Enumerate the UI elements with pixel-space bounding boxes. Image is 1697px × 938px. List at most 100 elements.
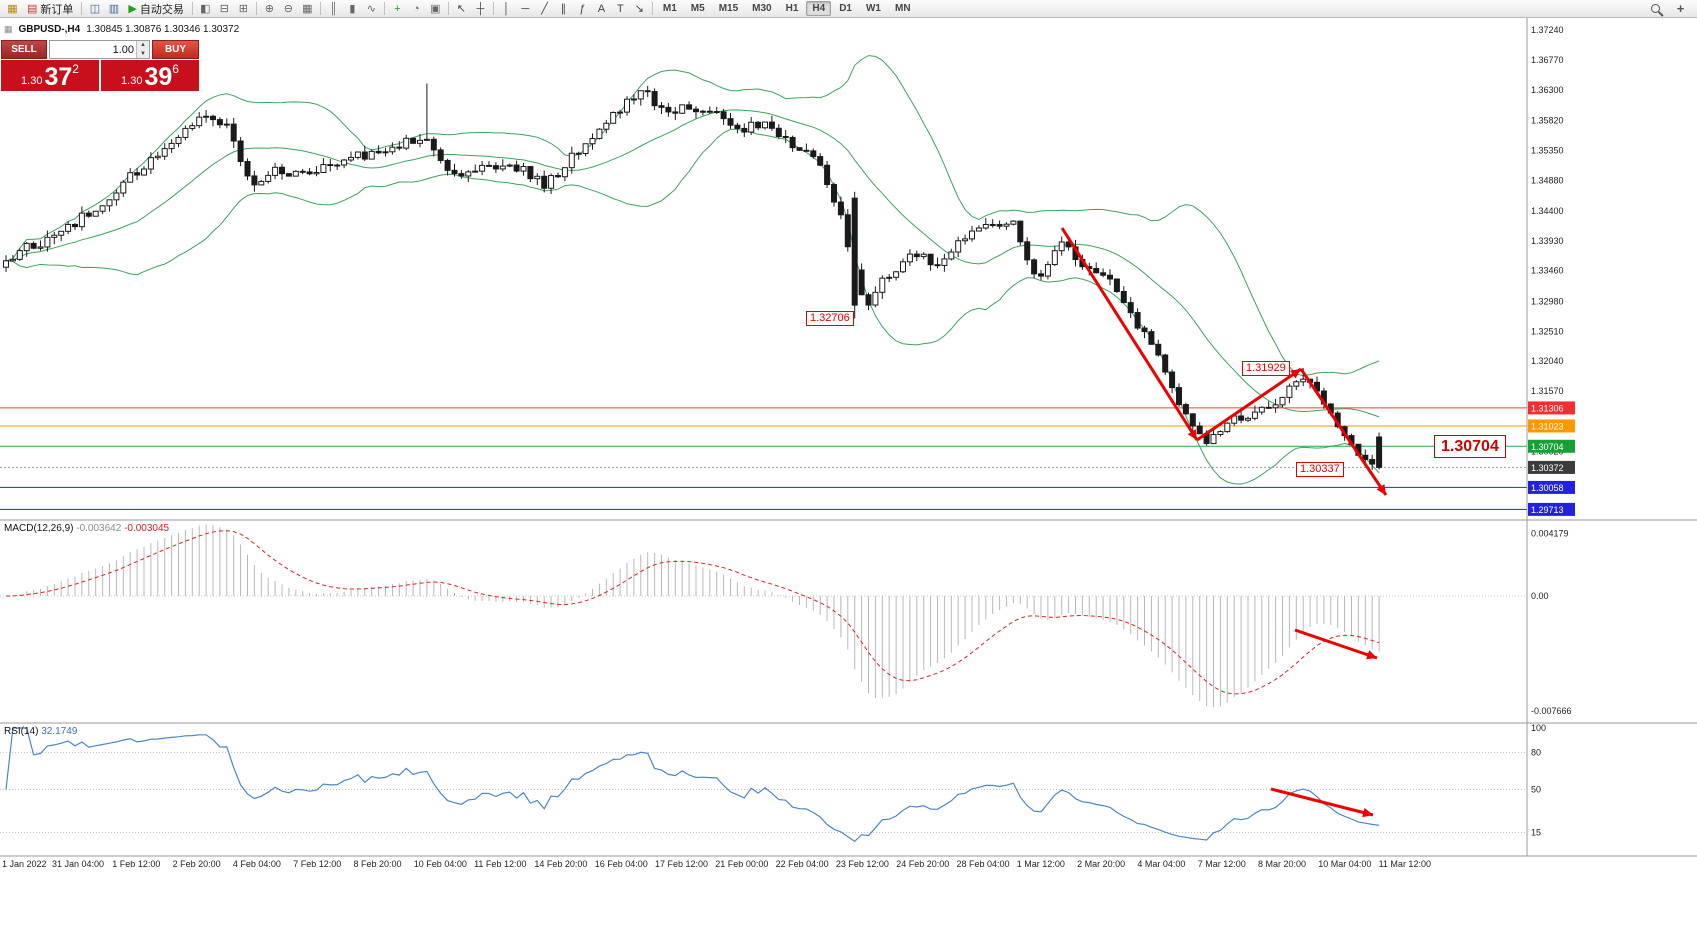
grid-icon: ▦ [302,3,313,15]
volume-input-group: ▲ ▼ [49,40,150,59]
line-chart-icon[interactable]: ∿ [362,1,381,17]
tile-vertical-icon[interactable]: ⊞ [234,1,253,17]
zoom-out-icon[interactable]: ⊖ [279,1,298,17]
svg-text:1.35820: 1.35820 [1531,115,1564,125]
cursor-icon[interactable]: ↖ [452,1,471,17]
tile-vertical-icon: ⊞ [238,3,248,15]
price-callout: 1.32706 [806,311,854,327]
toolbar-separator [81,2,83,15]
svg-text:1.33930: 1.33930 [1531,236,1564,246]
buy-price-pip: 6 [172,62,179,76]
time-label: 28 Feb 04:00 [956,859,1010,869]
chart-window-icon: ▦ [4,24,13,34]
vertical-line-icon[interactable]: │ [497,1,516,17]
volume-input[interactable] [50,41,136,58]
macd-signal-line [5,530,1380,695]
buy-button[interactable]: BUY [152,40,199,59]
tile-horizontal-icon: ⊟ [219,3,229,15]
timeframe-m30[interactable]: M30 [752,3,772,14]
timeframe-d1[interactable]: D1 [839,3,852,14]
indicators-icon[interactable]: + [388,1,407,17]
horizontal-line-icon[interactable]: ─ [516,1,535,17]
templates-icon: ▣ [430,3,441,15]
svg-text:15: 15 [1531,828,1541,838]
price-callout: 1.30337 [1296,462,1344,478]
buy-price-big: 39 [144,63,173,91]
line-chart-icon: ∿ [366,3,376,15]
cascade-windows-icon[interactable]: ◧ [196,1,215,17]
toolbar-right-group: + [1646,1,1694,17]
svg-text:50: 50 [1531,785,1541,795]
add-symbol-icon-glyph: + [1676,1,1685,16]
candlestick-chart-icon[interactable]: ▮ [343,1,362,17]
text-label-icon[interactable]: T [611,1,630,17]
text-icon: A [597,2,606,15]
timeframe-h1[interactable]: H1 [785,3,799,14]
profiles-icon: ▥ [108,3,120,15]
sell-button[interactable]: SELL [1,40,47,59]
time-label: 1 Mar 12:00 [1016,859,1065,869]
charts-window-icon[interactable]: ◫ [85,1,104,17]
time-label: 4 Feb 04:00 [232,859,281,869]
channel-icon[interactable]: ∥ [554,1,573,17]
fibonacci-icon[interactable]: ƒ [573,1,592,17]
toolbar-separator [447,2,449,15]
autotrading-button[interactable]: ▶ 自动交易 [123,1,188,17]
timeframe-w1[interactable]: W1 [865,3,881,14]
time-label: 10 Feb 04:00 [413,859,467,869]
svg-text:1.32040: 1.32040 [1531,356,1564,366]
bar-chart-icon[interactable]: ║ [324,1,343,17]
timeframe-mn[interactable]: MN [894,3,911,14]
arrow-tools-icon[interactable]: ↘ [630,1,649,17]
macd-main-value: -0.003642 [76,523,122,534]
periods-icon[interactable]: ◔ [407,1,426,17]
buy-quote[interactable]: 1.30 39 6 [101,60,199,91]
svg-text:1.30704: 1.30704 [1531,442,1564,452]
trendline-icon[interactable]: ╱ [535,1,554,17]
zoom-in-icon[interactable]: ⊕ [260,1,279,17]
tile-horizontal-icon[interactable]: ⊟ [215,1,234,17]
time-label: 8 Mar 20:00 [1258,859,1307,869]
toolbar-separator [383,2,385,15]
new-chart-icon[interactable]: ▦ [3,1,22,17]
toolbar-separator [651,2,653,15]
candlestick-chart-icon: ▮ [349,3,356,15]
grid-icon[interactable]: ▦ [298,1,317,17]
profiles-icon[interactable]: ▥ [104,1,123,17]
sell-quote[interactable]: 1.30 37 2 [1,60,99,91]
timeframe-m15[interactable]: M15 [718,3,739,14]
timeframe-h4[interactable]: H4 [806,1,832,16]
new-order-button[interactable]: ▤ 新订单 [22,1,78,17]
text-label-icon: T [617,2,624,15]
time-label: 17 Feb 12:00 [655,859,709,869]
periods-icon: ◔ [413,2,420,15]
svg-text:1.31570: 1.31570 [1531,386,1564,396]
timeframe-m5[interactable]: M5 [690,3,705,14]
time-label: 14 Feb 20:00 [534,859,588,869]
sell-price-pip: 2 [72,62,79,76]
text-icon[interactable]: A [592,1,611,17]
svg-text:1.32510: 1.32510 [1531,326,1564,336]
price-callout: 1.31929 [1242,360,1290,376]
svg-text:1.31306: 1.31306 [1531,403,1564,413]
search-icon[interactable] [1646,1,1665,17]
rsi-level-lines [0,752,1527,834]
rsi-line [5,727,1380,843]
sell-price-big: 37 [44,63,73,91]
crosshair-icon[interactable]: ┼ [471,1,490,17]
volume-up-button[interactable]: ▲ [137,41,149,50]
svg-text:1.35350: 1.35350 [1531,145,1564,155]
fibonacci-icon: ƒ [579,2,586,15]
new-order-button-label: 新订单 [40,3,74,16]
timeframe-m1[interactable]: M1 [662,3,677,14]
time-label: 23 Feb 12:00 [835,859,889,869]
add-symbol-icon[interactable]: + [1671,1,1690,17]
candlesticks [3,83,1383,470]
templates-icon[interactable]: ▣ [426,1,445,17]
macd-scale: 0.004179 0.00 -0.007666 [1531,528,1572,716]
time-label: 21 Feb 00:00 [715,859,769,869]
volume-down-button[interactable]: ▼ [137,49,149,58]
